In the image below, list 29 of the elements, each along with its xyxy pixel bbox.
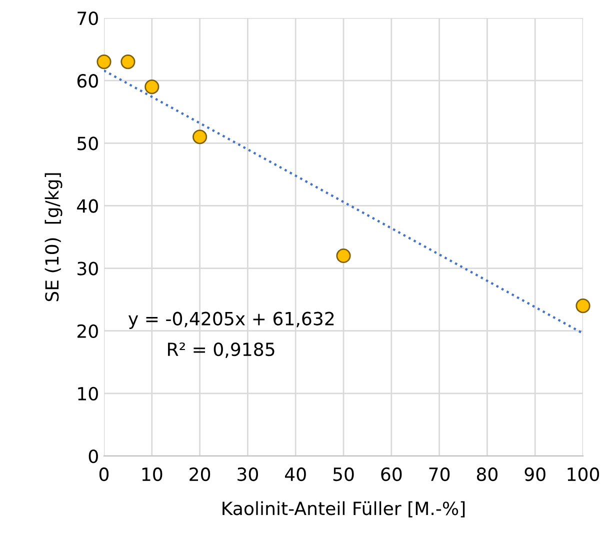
x-tick-label: 100: [568, 467, 600, 482]
x-tick-label: 90: [524, 467, 546, 482]
x-axis-title: Kaolinit-Anteil Füller [M.-%]: [222, 501, 465, 518]
x-tick-label: 10: [142, 467, 162, 482]
x-tick-label: 70: [429, 467, 450, 482]
point: [192, 130, 208, 144]
x-tick-label: 40: [284, 467, 306, 482]
x-tick-label: 60: [381, 467, 402, 482]
y-tick-label: 20: [77, 324, 98, 338]
y-tick-label: 50: [78, 136, 98, 150]
x-tick-label: 20: [190, 467, 210, 482]
x-tick-label: 50: [333, 467, 354, 482]
x-tick-label: 80: [476, 467, 498, 482]
point: [336, 248, 351, 264]
point: [120, 54, 136, 70]
x-tick-label: 30: [238, 467, 258, 482]
x-tick-label: 0: [99, 467, 109, 482]
y-tick-label: 0: [88, 449, 98, 464]
annotation: y = -0,4205x + 61,632: [128, 312, 334, 329]
y-tick-label: 70: [78, 11, 98, 26]
annotation: R² = 0,9185: [168, 342, 274, 358]
y-tick-label: 60: [77, 74, 98, 88]
y-tick-label: 10: [78, 386, 98, 401]
point: [576, 298, 590, 314]
y-tick-label: 40: [77, 199, 98, 213]
y-axis-title: SE (10) [g/kg]: [44, 173, 62, 302]
point: [144, 80, 160, 94]
point: [96, 54, 112, 70]
y-tick-label: 30: [78, 262, 98, 276]
